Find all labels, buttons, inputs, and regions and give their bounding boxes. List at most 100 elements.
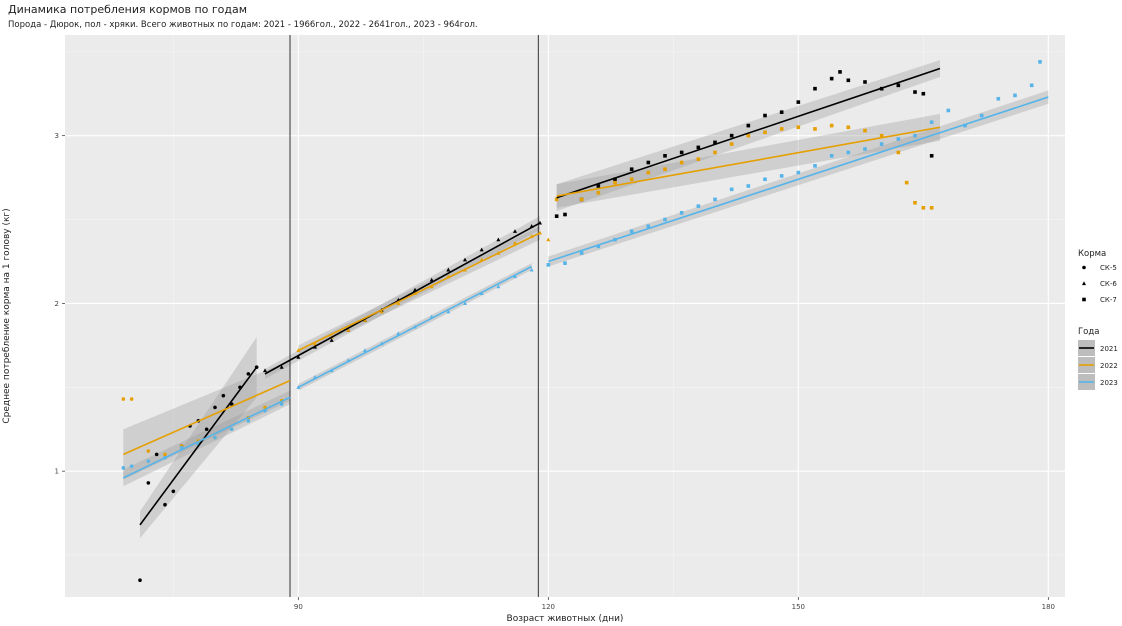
legend-feed-title: Корма [1078,249,1106,259]
point-2021 [204,427,209,432]
point-2023 [513,274,517,279]
point-2021 [613,177,617,182]
point-2023 [246,419,251,423]
legend-feed-item: СК-6 [1100,280,1117,288]
point-2021 [263,368,267,373]
point-2023 [596,244,601,249]
point-2023 [829,153,834,158]
point-2021 [463,257,467,262]
point-2023 [963,123,967,128]
y-tick-label: 3 [55,132,59,140]
point-2021 [279,364,284,369]
reference-lines [289,35,539,597]
legend-year-item: 2022 [1100,362,1118,370]
point-2022 [763,130,767,135]
legend-square-key [1082,297,1086,302]
grid-lines [65,35,1065,597]
legend-feed-item: СК-7 [1100,296,1117,304]
point-2021 [596,184,601,188]
point-2022 [929,205,934,210]
point-2021 [554,214,559,218]
point-2023 [863,147,867,151]
fit-line-2022 [297,232,541,352]
point-2021 [446,267,451,272]
x-tick-label: 180 [1042,603,1055,611]
point-2022 [346,328,351,332]
legend-year-item: 2023 [1100,379,1118,387]
point-2022 [396,301,401,306]
point-2021 [171,489,176,494]
point-2022 [829,123,834,128]
point-2021 [829,76,834,81]
point-2021 [729,133,734,138]
point-2023 [846,150,851,155]
x-tick-label: 120 [542,603,555,611]
y-tick-label: 2 [55,300,59,308]
point-2022 [921,205,926,210]
point-2021 [563,212,567,217]
axis-ticks: 90 120 150 180 1 2 3 [55,132,1055,611]
x-axis-label: Возраст животных (дни) [507,614,624,624]
point-2023 [729,187,734,192]
point-2021 [154,452,159,457]
point-2023 [563,261,567,265]
point-2021 [679,150,684,155]
point-2022 [121,397,126,401]
point-2021 [479,247,484,252]
point-2022 [663,167,667,172]
point-2022 [813,127,817,131]
fit-line-2021 [264,222,541,375]
point-2021 [146,481,151,485]
point-2022 [546,237,551,242]
point-2023 [896,137,901,141]
point-2021 [796,100,801,104]
chart-subtitle: Порода - Дюрок, пол - хряки. Всего живот… [8,20,478,30]
point-2022 [579,197,584,202]
point-2021 [513,229,517,233]
point-2022 [163,452,167,457]
point-2023 [996,96,1001,101]
ci-band-2022 [556,113,940,208]
point-2021 [846,78,851,83]
point-2021 [138,578,142,583]
point-2022 [713,150,717,155]
point-2023 [363,348,367,352]
point-2022 [554,197,559,202]
plot-panel [65,35,1065,597]
point-2023 [879,142,884,146]
point-2021 [246,372,251,376]
fit-lines [122,67,1049,526]
point-2022 [513,240,517,245]
point-2022 [729,142,734,146]
point-2021 [629,167,634,172]
point-2021 [696,145,701,150]
point-2022 [863,128,867,133]
point-2022 [629,177,634,182]
point-2022 [379,309,384,314]
point-2021 [896,83,901,88]
point-2023 [546,263,551,267]
point-2021 [163,502,167,507]
point-2023 [929,120,934,125]
point-2023 [1038,60,1042,64]
ci-band-2022 [123,360,290,480]
point-2021 [663,153,667,158]
point-2023 [946,108,951,113]
y-tick-label: 1 [55,468,59,476]
point-2022 [904,180,909,185]
point-2021 [813,86,817,91]
legend-feed-item: СК-5 [1100,264,1117,272]
point-2021 [496,237,501,242]
point-2022 [679,160,684,165]
point-2023 [629,229,634,234]
point-2021 [429,277,434,282]
point-2023 [696,204,701,208]
point-2022 [879,133,884,138]
point-2021 [221,393,226,398]
point-2023 [813,164,817,168]
fit-line-2023 [122,396,291,479]
fit-line-2021 [556,67,941,199]
point-2023 [713,197,717,202]
point-2022 [363,317,367,322]
